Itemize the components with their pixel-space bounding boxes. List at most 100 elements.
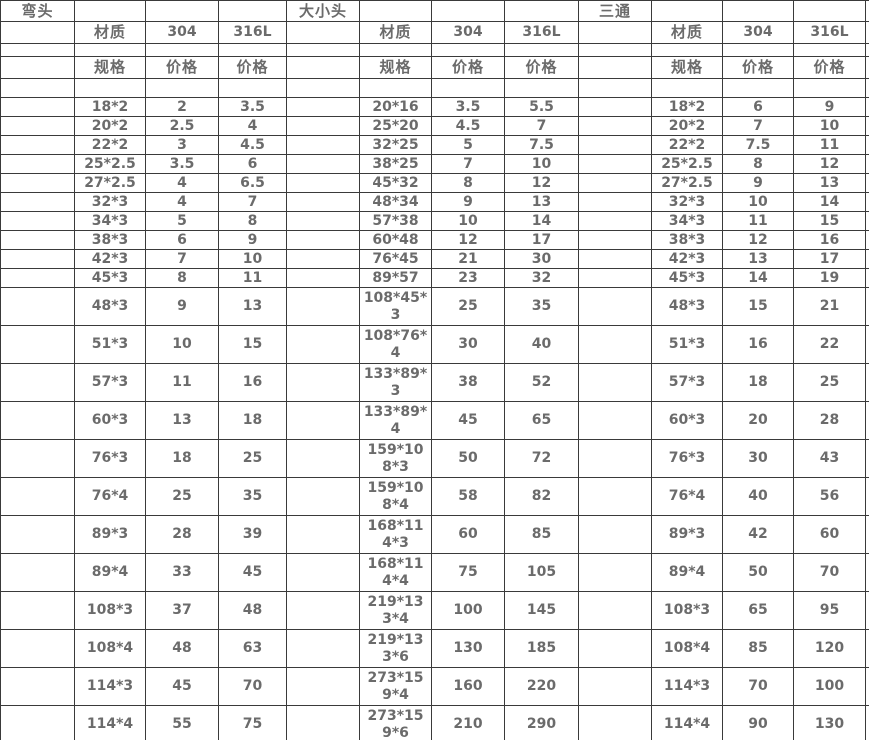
grade-316l-header: 316L	[505, 22, 579, 44]
price-316l-cell: 40	[505, 326, 579, 364]
price-316l-cell: 63	[219, 630, 287, 668]
price-304-cell: 12	[432, 231, 505, 250]
price-316l-cell: 17	[505, 231, 579, 250]
row-leading-blank-cell	[579, 326, 652, 364]
price-304-cell: 30	[723, 440, 794, 478]
empty-cell	[652, 44, 723, 57]
price-316l-cell: 185	[505, 630, 579, 668]
price-304-cell: 50	[432, 440, 505, 478]
spec-cell: 76*3	[75, 440, 146, 478]
row-leading-blank-cell	[579, 592, 652, 630]
spec-cell: 108*4	[652, 630, 723, 668]
row-leading-blank-cell	[1, 516, 75, 554]
price-316l-cell: 25	[219, 440, 287, 478]
right-edge-cell	[866, 155, 869, 174]
spec-cell: 168*114*4	[360, 554, 432, 592]
spec-cell: 114*4	[75, 706, 146, 740]
right-edge-cell	[866, 231, 869, 250]
spec-cell: 89*4	[75, 554, 146, 592]
price-316l-cell: 35	[505, 288, 579, 326]
spec-cell: 25*20	[360, 117, 432, 136]
price-316l-cell: 70	[219, 668, 287, 706]
row-leading-blank-cell	[1, 402, 75, 440]
right-edge-cell	[866, 174, 869, 193]
right-edge-cell	[866, 22, 869, 44]
spec-cell: 159*108*4	[360, 478, 432, 516]
row-leading-blank-cell	[579, 288, 652, 326]
price-304-cell: 37	[146, 592, 219, 630]
price-316l-cell: 75	[219, 706, 287, 740]
price-316l-cell: 7	[505, 117, 579, 136]
price-header-316l: 价格	[505, 57, 579, 79]
row-leading-blank-cell	[1, 212, 75, 231]
price-316l-cell: 100	[794, 668, 866, 706]
price-304-cell: 40	[723, 478, 794, 516]
row-leading-blank-cell	[579, 364, 652, 402]
price-304-cell: 16	[723, 326, 794, 364]
empty-cell	[579, 22, 652, 44]
grade-304-header: 304	[146, 22, 219, 44]
grade-304-header: 304	[723, 22, 794, 44]
price-316l-cell: 52	[505, 364, 579, 402]
price-316l-cell: 10	[794, 117, 866, 136]
price-304-cell: 7.5	[723, 136, 794, 155]
price-316l-cell: 130	[794, 706, 866, 740]
price-304-cell: 30	[432, 326, 505, 364]
spec-cell: 22*2	[75, 136, 146, 155]
row-leading-blank-cell	[1, 269, 75, 288]
material-header: 材质	[75, 22, 146, 44]
price-304-cell: 3	[146, 136, 219, 155]
empty-cell	[723, 79, 794, 98]
price-316l-cell: 11	[794, 136, 866, 155]
price-304-cell: 75	[432, 554, 505, 592]
price-316l-cell: 19	[794, 269, 866, 288]
row-leading-blank-cell	[1, 592, 75, 630]
empty-cell	[219, 44, 287, 57]
spec-cell: 89*57	[360, 269, 432, 288]
empty-cell	[579, 79, 652, 98]
row-leading-blank-cell	[579, 630, 652, 668]
spec-cell: 60*3	[75, 402, 146, 440]
spec-cell: 34*3	[75, 212, 146, 231]
empty-cell	[505, 1, 579, 22]
price-304-cell: 18	[723, 364, 794, 402]
empty-cell	[287, 57, 360, 79]
empty-cell	[75, 79, 146, 98]
row-leading-blank-cell	[1, 174, 75, 193]
row-leading-blank-cell	[287, 364, 360, 402]
row-leading-blank-cell	[287, 269, 360, 288]
price-316l-cell: 15	[219, 326, 287, 364]
empty-cell	[579, 44, 652, 57]
price-304-cell: 25	[146, 478, 219, 516]
price-316l-cell: 82	[505, 478, 579, 516]
spec-cell: 133*89*3	[360, 364, 432, 402]
price-header-304: 价格	[723, 57, 794, 79]
row-leading-blank-cell	[287, 193, 360, 212]
spec-header: 规格	[652, 57, 723, 79]
spec-cell: 114*3	[652, 668, 723, 706]
row-leading-blank-cell	[287, 136, 360, 155]
right-edge-cell	[866, 478, 869, 516]
price-316l-cell: 95	[794, 592, 866, 630]
price-304-cell: 9	[723, 174, 794, 193]
spec-cell: 108*4	[75, 630, 146, 668]
price-316l-cell: 11	[219, 269, 287, 288]
right-edge-cell	[866, 193, 869, 212]
spec-cell: 48*3	[652, 288, 723, 326]
spec-cell: 42*3	[75, 250, 146, 269]
row-leading-blank-cell	[1, 250, 75, 269]
spec-cell: 108*76*4	[360, 326, 432, 364]
row-leading-blank-cell	[287, 288, 360, 326]
price-304-cell: 11	[723, 212, 794, 231]
spec-cell: 57*3	[652, 364, 723, 402]
right-edge-cell	[866, 288, 869, 326]
spec-cell: 25*2.5	[75, 155, 146, 174]
empty-cell	[75, 44, 146, 57]
right-edge-cell	[866, 516, 869, 554]
price-304-cell: 33	[146, 554, 219, 592]
empty-cell	[432, 1, 505, 22]
spec-cell: 76*3	[652, 440, 723, 478]
price-304-cell: 13	[723, 250, 794, 269]
row-leading-blank-cell	[579, 516, 652, 554]
price-304-cell: 50	[723, 554, 794, 592]
